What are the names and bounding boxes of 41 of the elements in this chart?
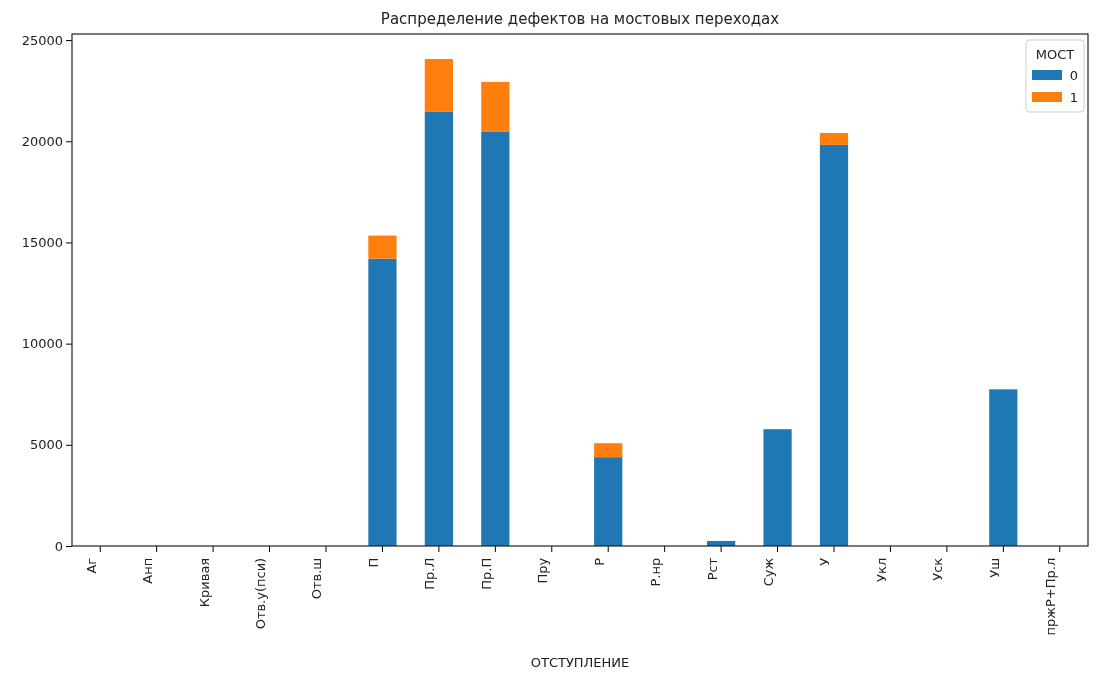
x-tick-label: Анп bbox=[140, 557, 156, 584]
bar bbox=[424, 111, 453, 546]
x-tick-label: Укл bbox=[873, 557, 889, 582]
x-tick-label: Пр.П bbox=[478, 557, 494, 590]
y-tick-label: 5000 bbox=[29, 437, 63, 453]
x-tick-label: П bbox=[365, 557, 381, 568]
bar bbox=[989, 389, 1018, 546]
x-tick-label: Пр.Л bbox=[422, 557, 438, 590]
bar bbox=[481, 131, 510, 546]
bar bbox=[481, 81, 510, 132]
x-tick-label: У bbox=[817, 557, 833, 566]
bar bbox=[594, 443, 623, 458]
legend-title: МОСТ bbox=[1035, 47, 1075, 62]
y-tick-label: 15000 bbox=[21, 235, 63, 251]
x-tick-label: Отв.ш bbox=[309, 557, 325, 600]
x-tick-label: пржР+Пр.л bbox=[1043, 557, 1059, 636]
x-tick-label: Р bbox=[591, 557, 607, 566]
y-tick-label: 0 bbox=[54, 538, 63, 554]
bar bbox=[819, 132, 849, 145]
x-tick-label: Аг bbox=[83, 557, 99, 574]
bar bbox=[424, 59, 453, 112]
x-tick-label: Пру bbox=[535, 557, 551, 584]
x-tick-label: Уск bbox=[930, 557, 946, 581]
y-tick-label: 25000 bbox=[21, 32, 63, 48]
legend-label: 0 bbox=[1069, 68, 1078, 83]
bar bbox=[819, 144, 849, 546]
bar bbox=[594, 457, 623, 546]
bar bbox=[368, 258, 397, 546]
x-tick-label: Уш bbox=[986, 557, 1002, 578]
chart-title: Распределение дефектов на мостовых переходах bbox=[380, 10, 780, 28]
legend-label: 1 bbox=[1069, 90, 1078, 105]
x-axis-title: ОТСТУПЛЕНИЕ bbox=[530, 655, 630, 670]
x-tick-label: Отв.у(пси) bbox=[253, 557, 269, 630]
x-tick-label: Рст bbox=[704, 557, 720, 581]
x-tick-label: Р.нр bbox=[648, 557, 664, 587]
x-tick-label: Кривая bbox=[196, 557, 212, 608]
y-tick-label: 10000 bbox=[21, 336, 63, 352]
bar bbox=[368, 235, 397, 259]
x-tick-label: Суж bbox=[761, 557, 777, 587]
y-tick-label: 20000 bbox=[21, 133, 63, 149]
bar bbox=[763, 429, 792, 546]
